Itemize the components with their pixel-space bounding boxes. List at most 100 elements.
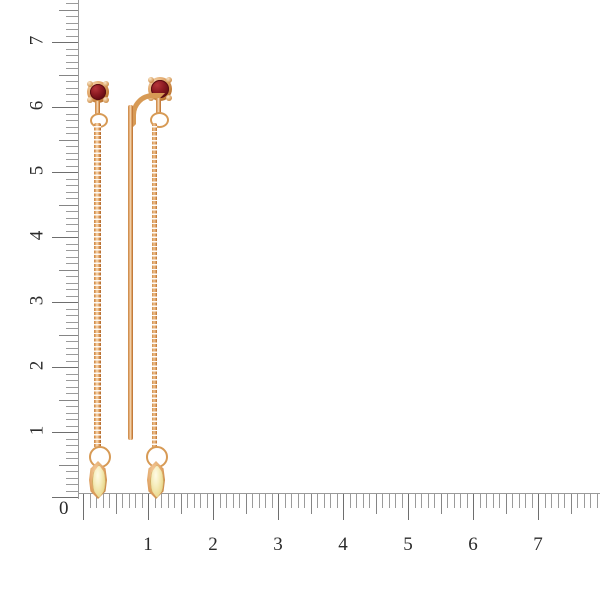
- vertical-ruler-label: 5: [26, 165, 48, 176]
- vertical-ruler-tick: [66, 478, 78, 479]
- vertical-ruler-tick: [66, 491, 78, 492]
- vertical-ruler-label: 3: [26, 295, 48, 306]
- prong-right-nw-icon: [148, 77, 154, 83]
- vertical-ruler-tick: [59, 205, 78, 206]
- vertical-ruler-label: 7: [26, 35, 48, 46]
- horizontal-ruler-tick: [304, 494, 305, 508]
- vertical-ruler-tick: [66, 23, 78, 24]
- horizontal-ruler-tick: [142, 494, 143, 508]
- horizontal-ruler-tick: [363, 494, 364, 508]
- horizontal-ruler-tick: [545, 494, 546, 508]
- vertical-ruler-tick: [66, 146, 78, 147]
- horizontal-ruler-label: 2: [208, 534, 218, 555]
- threader-bar-right: [128, 105, 133, 440]
- vertical-ruler-tick: [66, 328, 78, 329]
- vertical-ruler-tick: [59, 10, 78, 11]
- jump-ring-right-top: [150, 112, 169, 128]
- vertical-ruler-tick: [66, 445, 78, 446]
- vertical-ruler-tick: [66, 283, 78, 284]
- horizontal-ruler-tick: [486, 494, 487, 508]
- horizontal-ruler-tick: [564, 494, 565, 508]
- vertical-ruler-tick: [66, 114, 78, 115]
- vertical-ruler-tick: [66, 94, 78, 95]
- vertical-ruler-tick: [66, 341, 78, 342]
- vertical-ruler-tick: [66, 348, 78, 349]
- vertical-ruler-tick: [66, 68, 78, 69]
- vertical-ruler-tick: [66, 426, 78, 427]
- horizontal-ruler-tick: [233, 494, 234, 508]
- horizontal-ruler-tick: [155, 494, 156, 508]
- vertical-ruler-tick: [66, 354, 78, 355]
- horizontal-ruler-tick: [480, 494, 481, 508]
- horizontal-ruler-tick: [551, 494, 552, 508]
- horizontal-ruler-tick: [460, 494, 461, 508]
- horizontal-ruler-label: 5: [403, 534, 413, 555]
- horizontal-ruler-tick: [324, 494, 325, 508]
- horizontal-ruler-tick: [408, 494, 409, 520]
- horizontal-ruler-label: 3: [273, 534, 283, 555]
- horizontal-ruler-tick: [291, 494, 292, 508]
- vertical-ruler-tick: [66, 439, 78, 440]
- horizontal-ruler-tick: [246, 494, 247, 514]
- vertical-ruler-tick: [59, 465, 78, 466]
- horizontal-ruler-tick: [135, 494, 136, 508]
- vertical-ruler-tick: [52, 42, 78, 43]
- horizontal-ruler-tick: [265, 494, 266, 508]
- chain-right: [152, 123, 157, 448]
- vertical-ruler-tick: [59, 335, 78, 336]
- horizontal-ruler-tick: [285, 494, 286, 508]
- horizontal-ruler-tick: [382, 494, 383, 508]
- horizontal-ruler-tick: [337, 494, 338, 508]
- vertical-ruler-tick: [66, 179, 78, 180]
- horizontal-ruler-label: 6: [468, 534, 478, 555]
- vertical-ruler-tick: [66, 159, 78, 160]
- vertical-ruler-tick: [66, 484, 78, 485]
- horizontal-ruler-tick: [525, 494, 526, 508]
- vertical-ruler-tick: [52, 172, 78, 173]
- vertical-ruler-tick: [66, 322, 78, 323]
- vertical-ruler-tick: [52, 432, 78, 433]
- horizontal-ruler-tick: [220, 494, 221, 508]
- horizontal-ruler-tick: [174, 494, 175, 508]
- vertical-ruler-tick: [59, 75, 78, 76]
- post-bail-left: [95, 101, 100, 115]
- vertical-ruler-tick: [66, 315, 78, 316]
- horizontal-ruler-tick: [350, 494, 351, 508]
- horizontal-ruler-tick: [571, 494, 572, 514]
- horizontal-ruler-tick: [532, 494, 533, 508]
- horizontal-ruler-tick: [389, 494, 390, 508]
- horizontal-ruler-tick: [259, 494, 260, 508]
- marquise-stone-left: [92, 465, 106, 498]
- horizontal-ruler-tick: [454, 494, 455, 508]
- vertical-ruler-tick: [59, 140, 78, 141]
- horizontal-ruler-tick: [421, 494, 422, 508]
- horizontal-ruler-tick: [584, 494, 585, 508]
- horizontal-ruler-tick: [369, 494, 370, 508]
- vertical-ruler-tick: [66, 361, 78, 362]
- horizontal-ruler-label: 1: [143, 534, 153, 555]
- vertical-ruler-tick: [66, 3, 78, 4]
- horizontal-ruler-tick: [122, 494, 123, 508]
- vertical-ruler-tick: [66, 231, 78, 232]
- vertical-ruler-tick: [66, 88, 78, 89]
- vertical-ruler-tick: [52, 237, 78, 238]
- vertical-ruler-tick: [66, 419, 78, 420]
- vertical-ruler-tick: [66, 296, 78, 297]
- vertical-ruler-tick: [66, 192, 78, 193]
- vertical-ruler-tick: [66, 289, 78, 290]
- horizontal-ruler-label: 7: [533, 534, 543, 555]
- horizontal-ruler-tick: [538, 494, 539, 520]
- vertical-ruler-tick: [66, 224, 78, 225]
- vertical-ruler-tick: [66, 387, 78, 388]
- horizontal-ruler-tick: [83, 494, 84, 520]
- horizontal-ruler-tick: [447, 494, 448, 508]
- prong-sw-icon: [87, 97, 93, 103]
- vertical-ruler-tick: [52, 367, 78, 368]
- horizontal-ruler-tick: [239, 494, 240, 508]
- vertical-ruler-tick: [66, 16, 78, 17]
- vertical-ruler-label: 4: [26, 230, 48, 241]
- vertical-ruler-tick: [66, 120, 78, 121]
- horizontal-ruler-label: 4: [338, 534, 348, 555]
- vertical-ruler-axis: [78, 0, 79, 499]
- horizontal-ruler-tick: [96, 494, 97, 508]
